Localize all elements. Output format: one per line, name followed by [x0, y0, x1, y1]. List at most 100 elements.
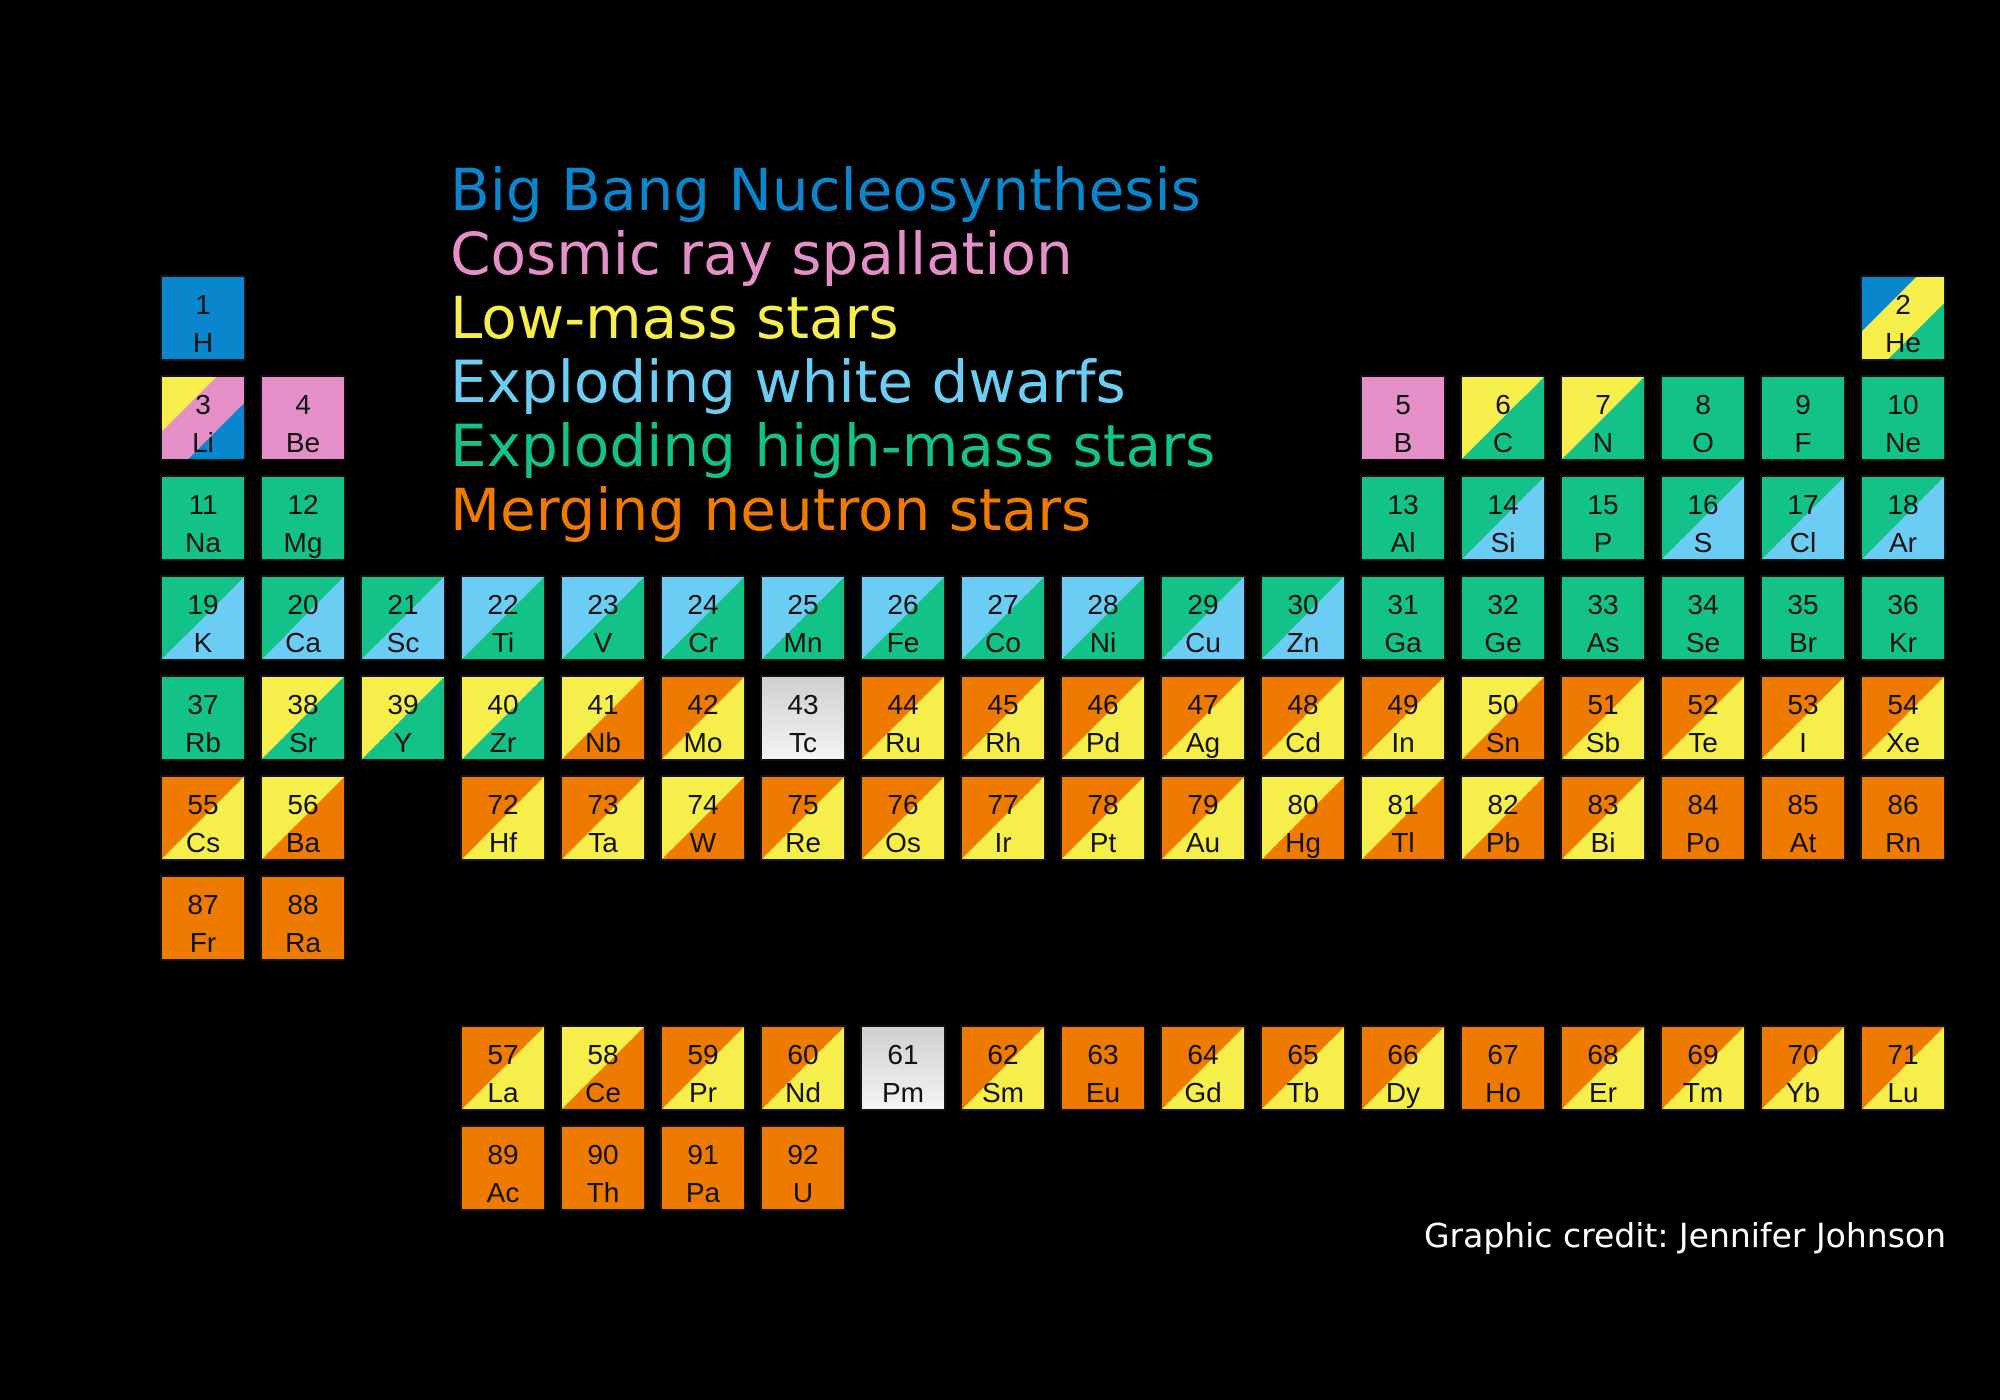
element-symbol: Ir — [994, 827, 1012, 858]
element-s: 16 S — [1660, 475, 1746, 561]
element-u: 92 U — [760, 1125, 846, 1211]
element-er: 68 Er — [1560, 1025, 1646, 1111]
atomic-number: 75 — [787, 789, 819, 820]
element-symbol: Tc — [789, 727, 817, 758]
legend-high-mass-stars: Exploding high-mass stars — [450, 412, 1216, 480]
element-symbol: Sn — [1485, 727, 1521, 758]
element-rb: 37 Rb — [160, 675, 246, 761]
element-symbol: He — [1885, 327, 1921, 358]
element-os: 76 Os — [860, 775, 946, 861]
atomic-number: 56 — [287, 789, 319, 820]
atomic-number: 11 — [188, 489, 218, 520]
element-symbol: P — [1593, 527, 1613, 558]
element-symbol: Ne — [1885, 427, 1921, 458]
element-li: 3 Li — [160, 375, 246, 461]
element-pr: 59 Pr — [660, 1025, 746, 1111]
atomic-number: 46 — [1087, 689, 1119, 720]
element-symbol: Ac — [486, 1177, 520, 1208]
element-symbol: Ba — [285, 827, 321, 858]
atomic-number: 60 — [787, 1039, 819, 1070]
legend-white-dwarfs: Exploding white dwarfs — [450, 348, 1126, 416]
element-eu: 63 Eu — [1060, 1025, 1146, 1111]
element-ta: 73 Ta — [560, 775, 646, 861]
atomic-number: 43 — [787, 689, 819, 720]
atomic-number: 6 — [1495, 389, 1511, 420]
atomic-number: 49 — [1387, 689, 1419, 720]
atomic-number: 86 — [1887, 789, 1919, 820]
atomic-number: 21 — [387, 589, 419, 620]
element-symbol: Zn — [1286, 627, 1320, 658]
element-symbol: Pb — [1485, 827, 1521, 858]
element-symbol: Al — [1390, 527, 1416, 558]
element-symbol: Ho — [1485, 1077, 1521, 1108]
element-symbol: Er — [1589, 1077, 1617, 1108]
atomic-number: 36 — [1887, 589, 1919, 620]
element-symbol: As — [1586, 627, 1620, 658]
element-w: 74 W — [660, 775, 746, 861]
element-cl: 17 Cl — [1760, 475, 1846, 561]
atomic-number: 62 — [987, 1039, 1019, 1070]
graphic-credit: Graphic credit: Jennifer Johnson — [1423, 1216, 1946, 1255]
atomic-number: 71 — [1887, 1039, 1919, 1070]
element-ni: 28 Ni — [1060, 575, 1146, 661]
atomic-number: 82 — [1487, 789, 1519, 820]
element-nd: 60 Nd — [760, 1025, 846, 1111]
atomic-number: 58 — [587, 1039, 619, 1070]
element-symbol: Fe — [886, 627, 920, 658]
element-kr: 36 Kr — [1860, 575, 1946, 661]
atomic-number: 63 — [1087, 1039, 1119, 1070]
element-in: 49 In — [1360, 675, 1446, 761]
element-pt: 78 Pt — [1060, 775, 1146, 861]
atomic-number: 34 — [1687, 589, 1719, 620]
element-symbol: Tl — [1391, 827, 1415, 858]
element-hg: 80 Hg — [1260, 775, 1346, 861]
atomic-number: 66 — [1387, 1039, 1419, 1070]
element-br: 35 Br — [1760, 575, 1846, 661]
element-symbol: Tb — [1286, 1077, 1320, 1108]
atomic-number: 70 — [1787, 1039, 1819, 1070]
atomic-number: 65 — [1287, 1039, 1319, 1070]
element-symbol: Y — [393, 727, 413, 758]
element-symbol: Xe — [1885, 727, 1921, 758]
atomic-number: 7 — [1595, 389, 1611, 420]
element-symbol: Ag — [1185, 727, 1221, 758]
atomic-number: 28 — [1087, 589, 1119, 620]
element-symbol: F — [1794, 427, 1812, 458]
atomic-number: 52 — [1687, 689, 1719, 720]
element-symbol: Ar — [1889, 527, 1917, 558]
atomic-number: 54 — [1887, 689, 1919, 720]
element-hf: 72 Hf — [460, 775, 546, 861]
atomic-number: 39 — [387, 689, 419, 720]
element-symbol: Pd — [1085, 727, 1121, 758]
atomic-number: 1 — [195, 289, 211, 320]
element-symbol: Mg — [283, 527, 323, 558]
element-ac: 89 Ac — [460, 1125, 546, 1211]
atomic-number: 17 — [1787, 489, 1819, 520]
atomic-number: 8 — [1695, 389, 1711, 420]
element-ga: 31 Ga — [1360, 575, 1446, 661]
atomic-number: 73 — [587, 789, 619, 820]
atomic-number: 19 — [187, 589, 219, 620]
element-p: 15 P — [1560, 475, 1646, 561]
element-y: 39 Y — [360, 675, 446, 761]
element-tm: 69 Tm — [1660, 1025, 1746, 1111]
element-fr: 87 Fr — [160, 875, 246, 961]
element-si: 14 Si — [1460, 475, 1546, 561]
element-symbol: H — [192, 327, 214, 358]
element-symbol: Mo — [683, 727, 723, 758]
element-symbol: Nd — [785, 1077, 821, 1108]
element-symbol: La — [487, 1077, 519, 1108]
atomic-number: 23 — [587, 589, 619, 620]
legend-neutron-stars: Merging neutron stars — [450, 476, 1092, 544]
atomic-number: 37 — [187, 689, 219, 720]
element-ne: 10 Ne — [1860, 375, 1946, 461]
atomic-number: 25 — [787, 589, 819, 620]
atomic-number: 16 — [1687, 489, 1719, 520]
atomic-number: 83 — [1587, 789, 1619, 820]
element-symbol: Si — [1490, 527, 1516, 558]
element-te: 52 Te — [1660, 675, 1746, 761]
element-yb: 70 Yb — [1760, 1025, 1846, 1111]
atomic-number: 14 — [1487, 489, 1519, 520]
